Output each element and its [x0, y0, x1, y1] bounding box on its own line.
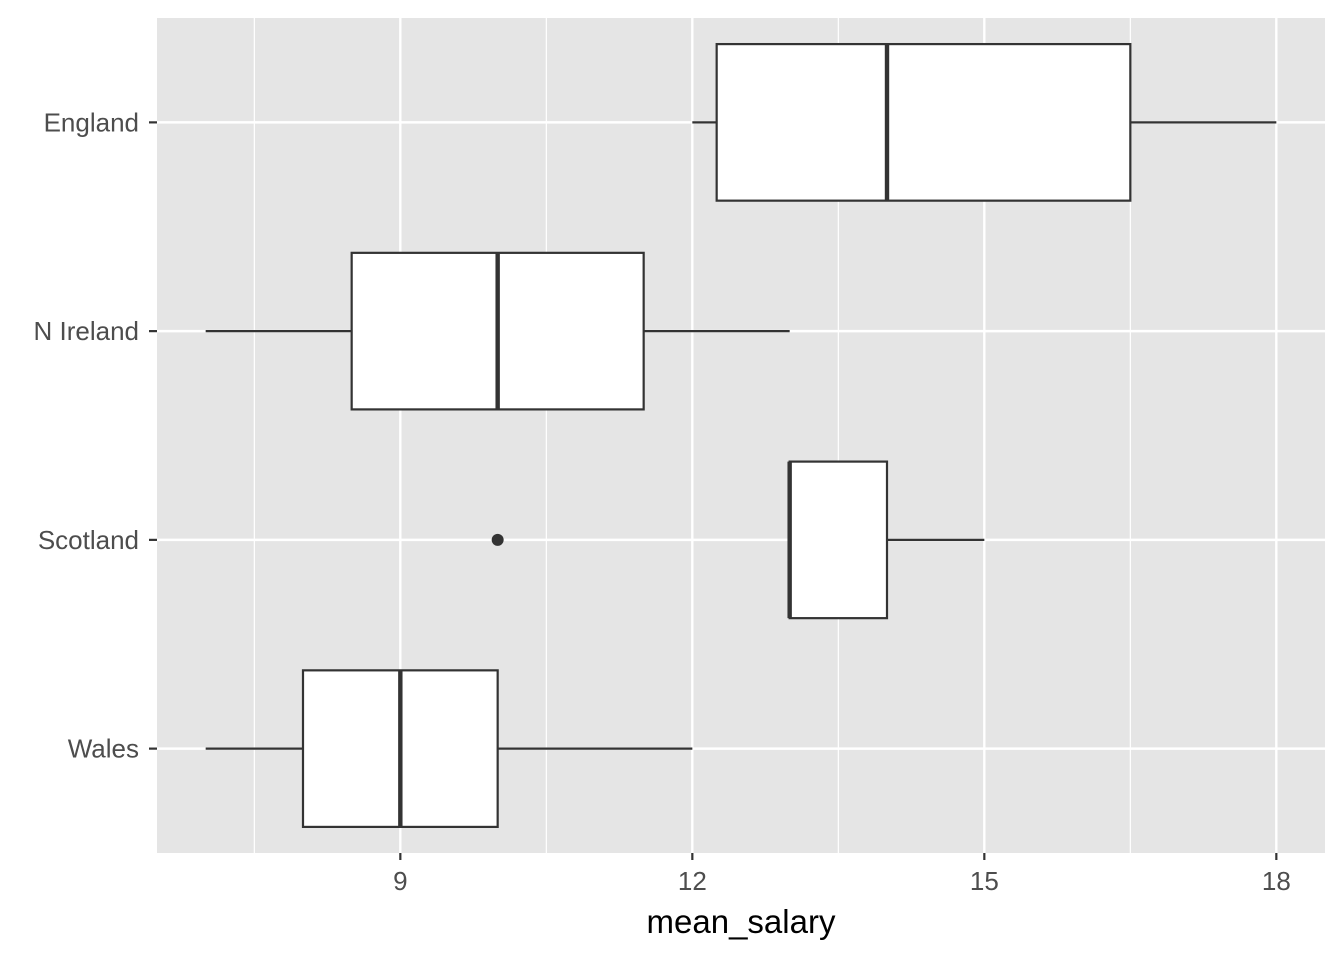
box-wales [205, 669, 693, 829]
box-layer [205, 42, 1277, 829]
x-tick-label: 18 [1262, 866, 1291, 896]
y-tick-label: Scotland [38, 525, 139, 555]
box-iqr [715, 42, 1132, 202]
box-england [692, 42, 1277, 202]
x-axis-title: mean_salary [647, 903, 836, 940]
x-tick-label: 12 [678, 866, 707, 896]
box-n-ireland [205, 251, 790, 411]
box-scotland [491, 460, 985, 620]
x-tick-label: 15 [970, 866, 999, 896]
y-tick-label: England [44, 107, 139, 137]
y-tick-label: N Ireland [34, 316, 140, 346]
box-iqr [788, 460, 889, 620]
y-tick-label: Wales [68, 734, 139, 764]
outlier-point [491, 533, 504, 546]
y-axis: England N Ireland Scotland Wales [34, 107, 157, 764]
x-axis: 9 12 15 18 [393, 853, 1291, 896]
x-tick-label: 9 [393, 866, 407, 896]
